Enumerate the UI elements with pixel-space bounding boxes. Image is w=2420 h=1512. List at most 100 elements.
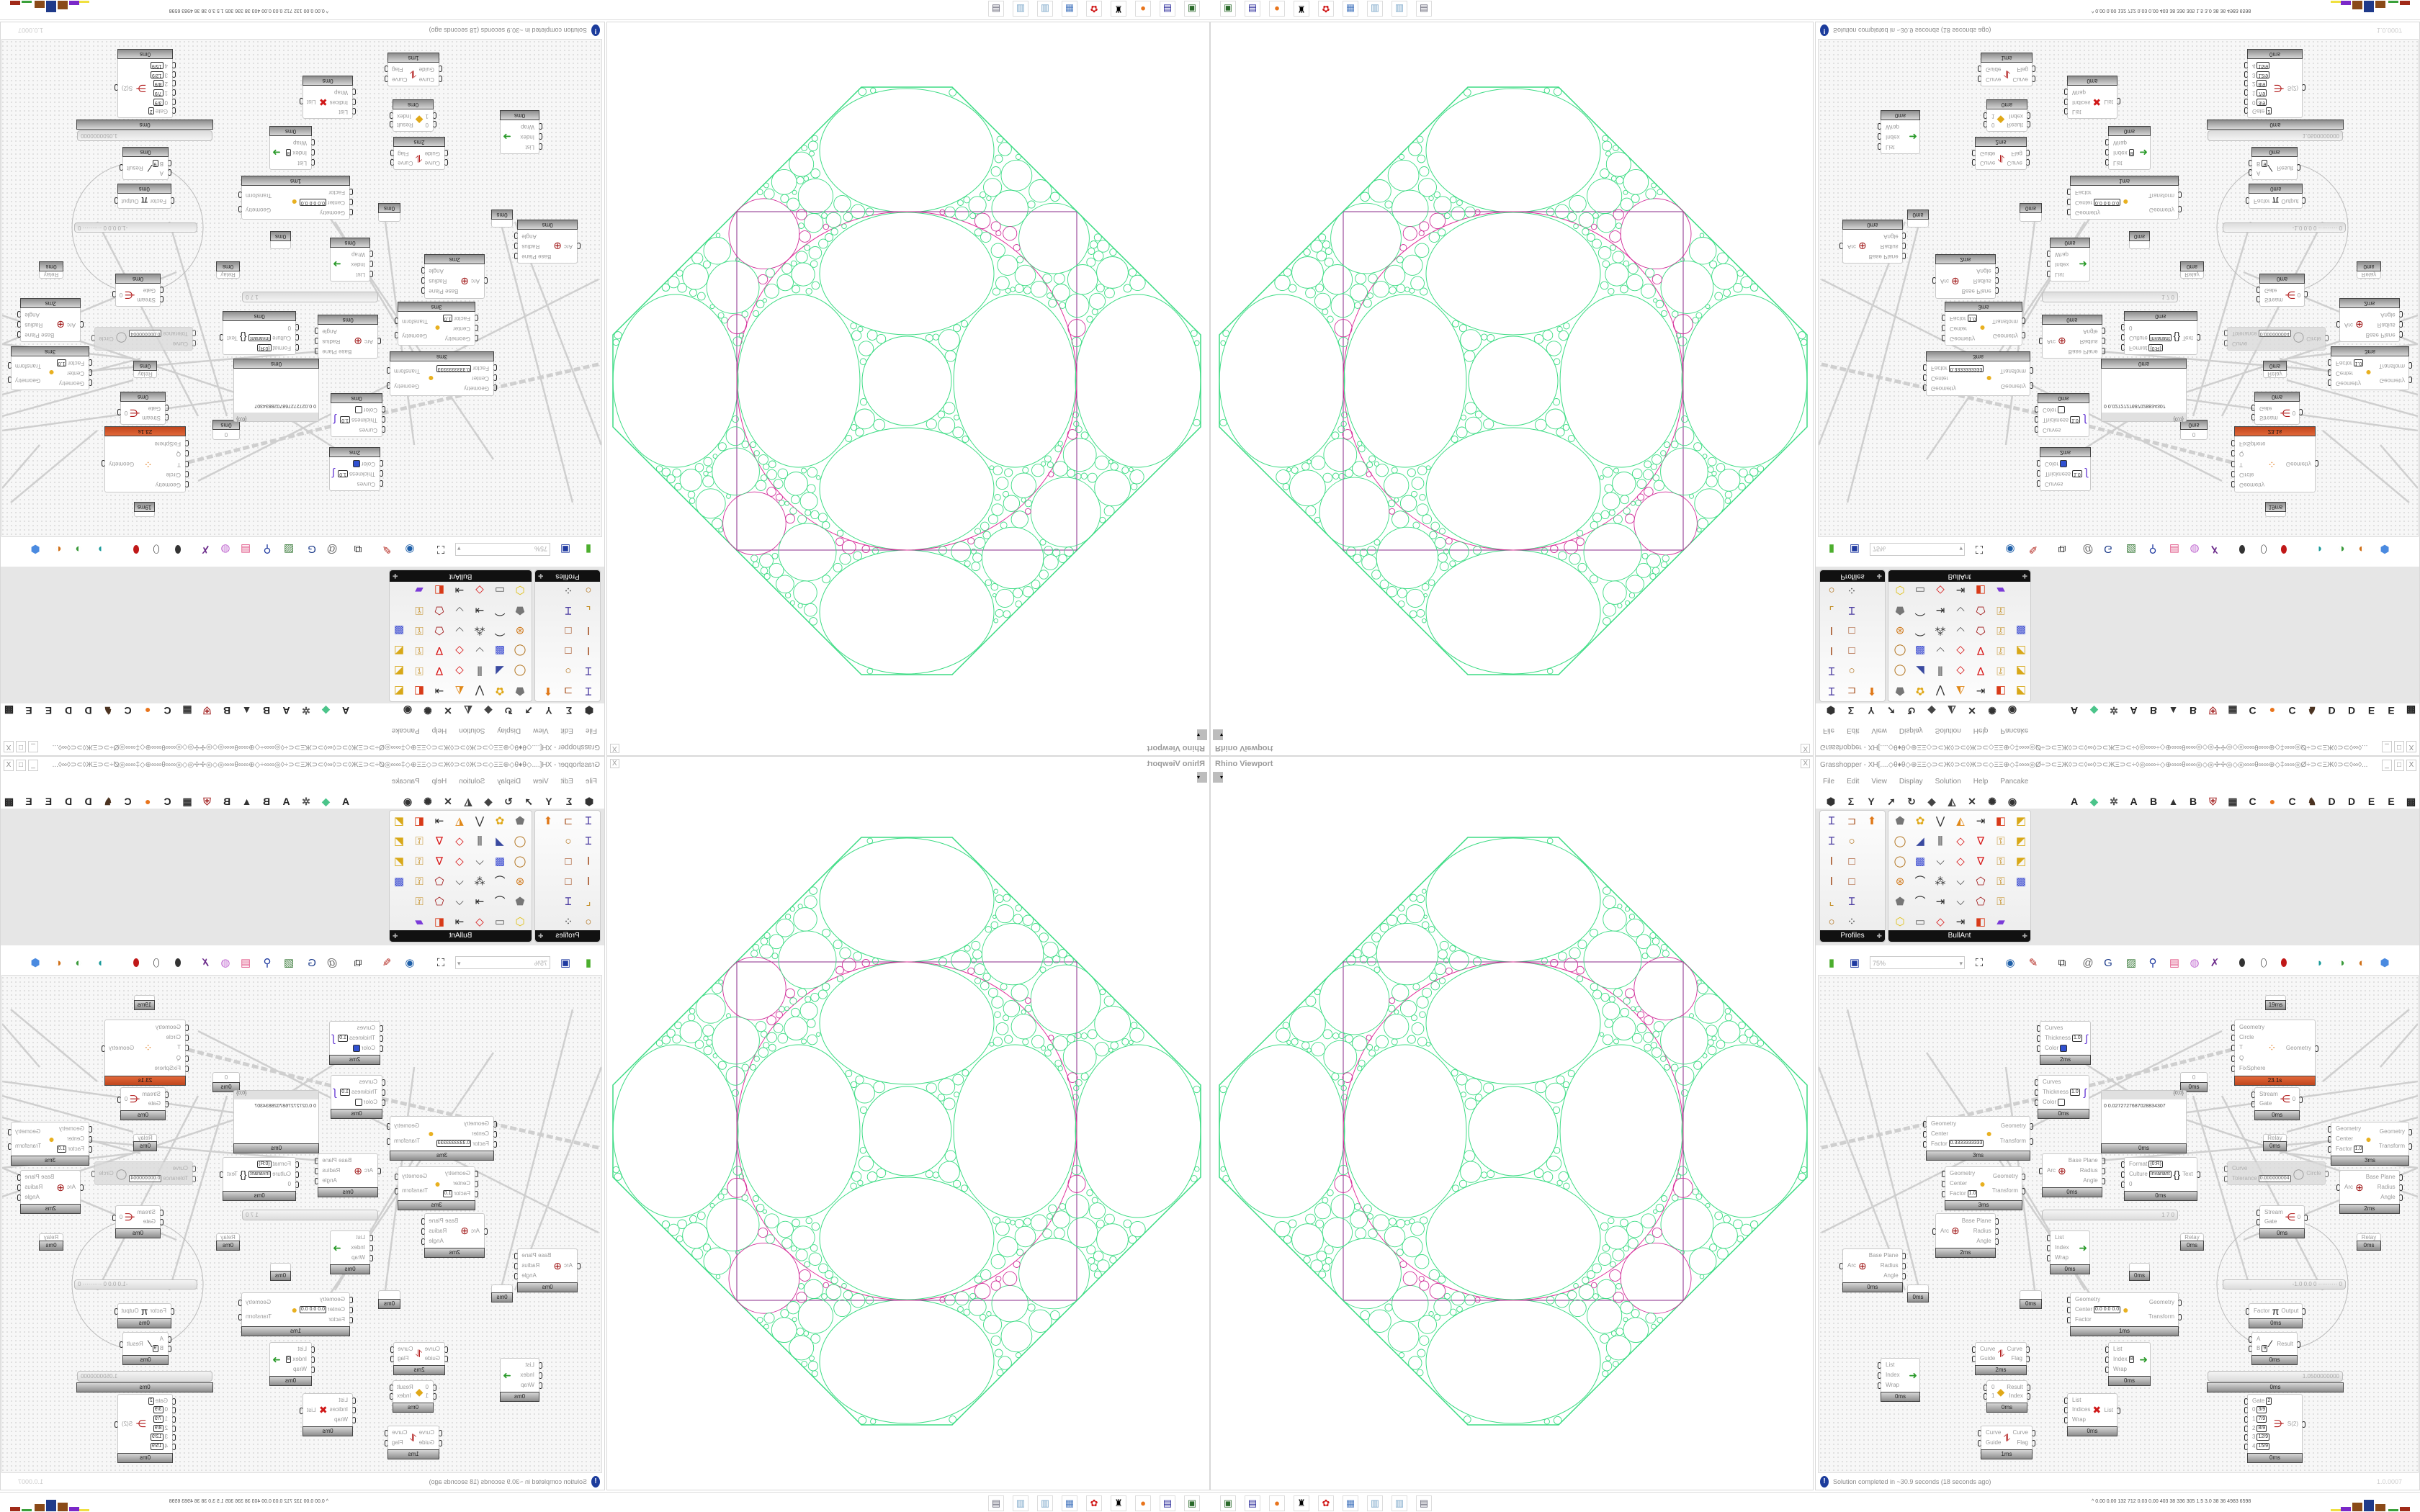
output-grip[interactable] xyxy=(385,75,389,82)
frame-surface-icon[interactable]: ◩ xyxy=(393,665,405,677)
input-factor[interactable]: Factor0.3333333333 xyxy=(436,364,497,373)
sets-y-icon[interactable]: Y xyxy=(1868,796,1875,807)
i-beam-profile-icon[interactable]: Ɪ xyxy=(565,604,572,616)
input-1[interactable]: 1 xyxy=(426,1392,436,1400)
input-grip[interactable] xyxy=(2105,149,2109,156)
input-b[interactable]: B9 xyxy=(152,1344,171,1352)
parameter[interactable]: 19ms xyxy=(2265,502,2286,517)
warp-surface-icon[interactable]: ◧ xyxy=(434,916,445,928)
polyline-icon[interactable]: ⌵ xyxy=(1956,624,1965,636)
floppy-64-icon[interactable]: ▤ xyxy=(1160,1495,1175,1511)
input-grip[interactable] xyxy=(2231,1035,2235,1042)
input-grip[interactable] xyxy=(349,199,353,206)
input-grip[interactable] xyxy=(433,1393,436,1400)
input-grip[interactable] xyxy=(1978,1430,1981,1437)
curve-points-icon[interactable]: ⌒ xyxy=(494,624,506,636)
input-grip[interactable] xyxy=(311,149,315,156)
calculator-icon[interactable]: ▦ xyxy=(1062,1,1077,17)
output-grip[interactable] xyxy=(514,233,519,240)
input-grip[interactable] xyxy=(382,416,385,423)
input-grip[interactable] xyxy=(2035,416,2038,423)
output-grip[interactable] xyxy=(421,277,426,284)
input-grip[interactable] xyxy=(185,450,189,457)
tab-b[interactable]: B xyxy=(2149,705,2158,716)
output-grip[interactable] xyxy=(2196,1171,2200,1178)
input-value[interactable]: {0:R} xyxy=(2148,1161,2163,1169)
input-grip[interactable] xyxy=(2035,406,2038,413)
tab-b[interactable]: B xyxy=(2189,796,2197,807)
red-quad-icon[interactable]: ◇ xyxy=(1956,855,1965,868)
input-grip[interactable] xyxy=(2244,80,2248,87)
input-grip[interactable] xyxy=(352,89,356,96)
tab-b[interactable]: B xyxy=(262,796,271,807)
input-geometry[interactable]: Geometry xyxy=(1942,1169,1977,1178)
input-value[interactable]: 1.0 xyxy=(2353,359,2364,367)
output[interactable]: Flag xyxy=(390,1354,413,1362)
input-factor[interactable]: Factor1.0 xyxy=(442,1189,478,1197)
input-grip[interactable] xyxy=(172,1398,176,1405)
output[interactable]: Angle xyxy=(2069,328,2105,336)
input-value[interactable]: 12/9 xyxy=(2257,1434,2270,1441)
input-format[interactable]: Format{0:R} xyxy=(2121,1160,2172,1169)
maximize-button[interactable]: □ xyxy=(2394,741,2404,752)
wires-icon[interactable]: ✗ xyxy=(200,543,210,555)
input-grip[interactable] xyxy=(539,1372,542,1379)
output[interactable]: Geometry xyxy=(102,1044,134,1052)
input-grip[interactable] xyxy=(172,1407,176,1414)
menu-help[interactable]: Help xyxy=(1973,726,1989,734)
output[interactable]: Geometry xyxy=(387,1122,420,1130)
output-grip[interactable] xyxy=(2101,328,2105,335)
menu-edit[interactable]: Edit xyxy=(1847,726,1860,734)
warp-surface-icon[interactable]: ◧ xyxy=(413,815,425,827)
output-grip[interactable] xyxy=(395,1188,398,1195)
i-section-icon[interactable]: Ⅰ xyxy=(1829,855,1834,868)
maximize-button[interactable]: □ xyxy=(16,741,26,752)
input-grip[interactable] xyxy=(2047,1244,2051,1251)
output[interactable]: Transform xyxy=(238,1313,272,1321)
device-icon[interactable]: ▣ xyxy=(1220,1,1236,17)
input-value[interactable]: Invariant xyxy=(248,1170,272,1178)
input-grip[interactable] xyxy=(2336,321,2340,328)
output[interactable]: Transform xyxy=(1992,317,2025,325)
input-grip[interactable] xyxy=(2224,1166,2228,1173)
input-grip[interactable] xyxy=(1932,277,1936,284)
tab-d[interactable]: D xyxy=(2347,705,2356,716)
input-geometry[interactable]: Geometry xyxy=(1942,334,1977,343)
output-grip[interactable] xyxy=(1901,243,1906,250)
menu-view[interactable]: View xyxy=(533,778,549,786)
input-stream[interactable]: Stream xyxy=(2251,1090,2278,1098)
input-gate[interactable]: Gate xyxy=(2257,287,2283,294)
parameter[interactable]: 19ms xyxy=(134,995,155,1010)
red-preview-icon[interactable]: ⬮ xyxy=(2280,957,2287,969)
input-grip[interactable] xyxy=(2047,251,2051,258)
maths-sigma-icon[interactable]: Σ xyxy=(565,705,573,716)
frame-plate-icon[interactable]: ▭ xyxy=(1914,916,1926,928)
output-grip[interactable] xyxy=(115,1421,118,1428)
input-grip[interactable] xyxy=(1923,364,1927,372)
i-beam-profile-icon[interactable]: Ɪ xyxy=(1828,665,1835,677)
input-gate[interactable]: Gate xyxy=(2251,405,2278,413)
frame-surface-icon[interactable]: ◩ xyxy=(2015,815,2027,827)
input-geometry[interactable]: Geometry xyxy=(2231,481,2265,489)
input-1[interactable]: 1 xyxy=(426,112,436,120)
input-value[interactable]: 1.0 xyxy=(338,1034,348,1042)
gear-badge-icon[interactable]: ✲ xyxy=(302,705,310,716)
output-grip[interactable] xyxy=(2408,1128,2412,1135)
component-arc[interactable]: Arc ⊕ Base Plane Radius Angle 0ms xyxy=(514,1248,581,1292)
red-vee-icon[interactable]: ∇ xyxy=(1976,835,1985,847)
input-value[interactable]: 8 xyxy=(2128,149,2135,157)
close-button[interactable]: X xyxy=(4,760,14,771)
output-grip[interactable] xyxy=(2101,1167,2105,1174)
input-geometry[interactable]: Geometry xyxy=(57,1125,92,1133)
input-curve[interactable]: Curve xyxy=(425,1345,448,1353)
input-grip[interactable] xyxy=(2105,158,2109,166)
color-swatch[interactable] xyxy=(354,406,362,414)
gear-badge-icon[interactable]: ✲ xyxy=(2110,705,2118,716)
cube-grid-icon[interactable]: ▩ xyxy=(2015,876,2027,888)
output-grip[interactable] xyxy=(2297,1341,2300,1348)
